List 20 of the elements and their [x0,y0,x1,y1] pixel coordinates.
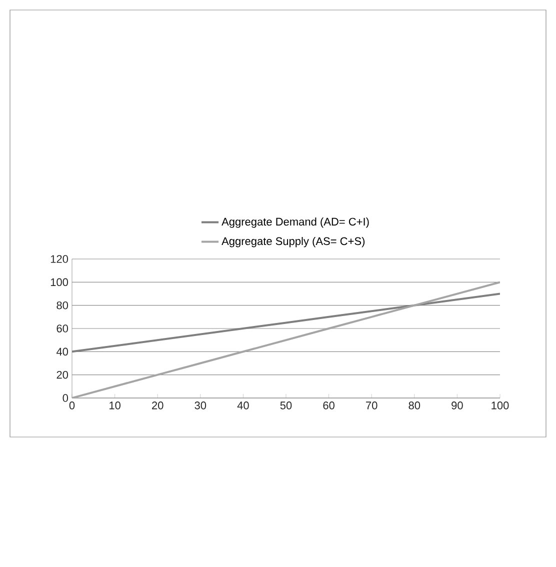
legend-label: Aggregate Supply (AS= C+S) [222,236,365,248]
x-tick-label: 20 [152,402,164,410]
x-tick-label: 40 [237,402,249,410]
x-tick-label: 70 [366,402,378,410]
y-tick-label: 80 [56,301,68,310]
y-tick-label: 120 [50,255,68,263]
y-tick-label: 20 [56,370,68,379]
y-tick-label: 40 [56,348,68,356]
x-tick-label: 90 [452,402,463,410]
y-tick-label: 100 [50,278,68,286]
x-tick-label: 50 [280,402,292,410]
legend-label: Aggregate Demand (AD= C+I) [222,218,369,228]
x-tick-label: 60 [323,402,334,410]
y-tick-label: 0 [62,394,68,402]
x-tick-label: 100 [492,402,509,410]
x-tick-label: 0 [69,402,75,410]
x-tick-label: 30 [194,402,206,410]
y-tick-label: 60 [56,324,68,332]
x-tick-label: 10 [110,402,120,410]
x-tick-label: 80 [408,402,420,410]
